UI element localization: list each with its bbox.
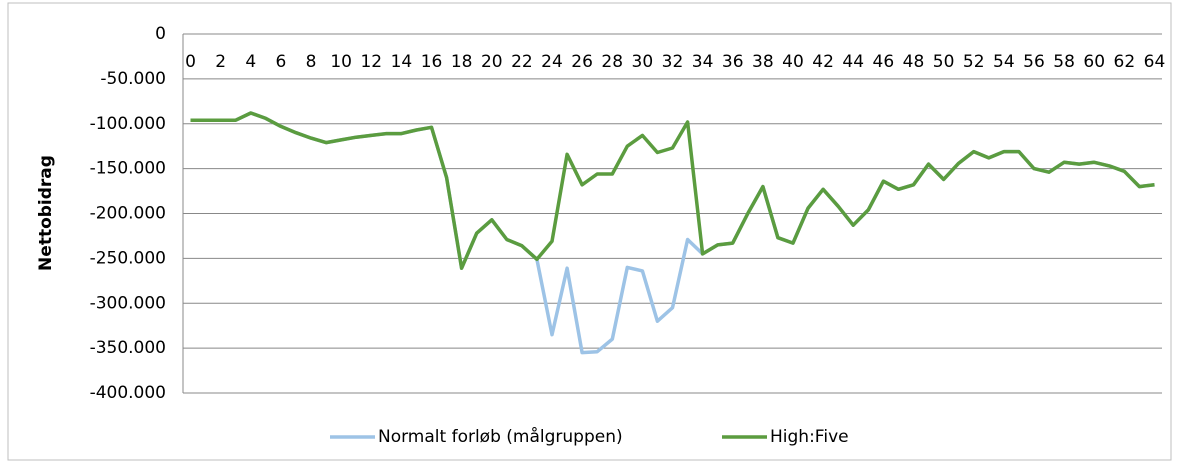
y-tick-label: -250.000 <box>90 248 166 268</box>
x-tick-label: 10 <box>330 52 352 72</box>
y-tick-label: -100.000 <box>90 114 166 134</box>
x-tick-label: 32 <box>662 52 684 72</box>
legend-label: Normalt forløb (målgruppen) <box>378 426 623 447</box>
y-tick-label: 0 <box>155 24 166 44</box>
x-tick-label: 30 <box>632 52 654 72</box>
x-tick-label: 50 <box>933 52 955 72</box>
x-tick-label: 40 <box>782 52 804 72</box>
y-tick-label: -50.000 <box>100 69 166 89</box>
x-tick-label: 0 <box>185 52 196 72</box>
x-tick-label: 14 <box>391 52 413 72</box>
x-tick-label: 22 <box>511 52 533 72</box>
x-tick-label: 36 <box>722 52 744 72</box>
x-tick-label: 62 <box>1114 52 1136 72</box>
x-tick-label: 64 <box>1144 52 1166 72</box>
x-tick-label: 46 <box>873 52 895 72</box>
x-tick-label: 12 <box>360 52 382 72</box>
y-tick-label: -400.000 <box>90 383 166 403</box>
legend-label: High:Five <box>770 427 849 447</box>
x-tick-label: 24 <box>541 52 563 72</box>
x-tick-label: 58 <box>1053 52 1075 72</box>
y-tick-label: -300.000 <box>90 293 166 313</box>
x-tick-label: 8 <box>306 52 317 72</box>
x-tick-label: 2 <box>215 52 226 72</box>
x-tick-label: 20 <box>481 52 503 72</box>
y-axis-title: Nettobidrag <box>36 155 56 271</box>
y-tick-label: -200.000 <box>90 204 166 224</box>
x-tick-label: 34 <box>692 52 714 72</box>
x-tick-label: 26 <box>571 52 593 72</box>
x-tick-label: 54 <box>993 52 1015 72</box>
x-tick-label: 6 <box>275 52 286 72</box>
x-tick-label: 48 <box>903 52 925 72</box>
x-tick-label: 18 <box>451 52 473 72</box>
x-tick-label: 60 <box>1083 52 1105 72</box>
x-tick-label: 52 <box>963 52 985 72</box>
x-tick-label: 4 <box>245 52 256 72</box>
x-tick-label: 42 <box>812 52 834 72</box>
y-tick-label: -150.000 <box>90 159 166 179</box>
x-tick-label: 28 <box>601 52 623 72</box>
series-line <box>190 111 1155 270</box>
y-tick-label: -350.000 <box>90 338 166 358</box>
x-tick-label: 44 <box>842 52 864 72</box>
x-tick-label: 56 <box>1023 52 1045 72</box>
x-tick-label: 16 <box>421 52 443 72</box>
x-tick-label: 38 <box>752 52 774 72</box>
